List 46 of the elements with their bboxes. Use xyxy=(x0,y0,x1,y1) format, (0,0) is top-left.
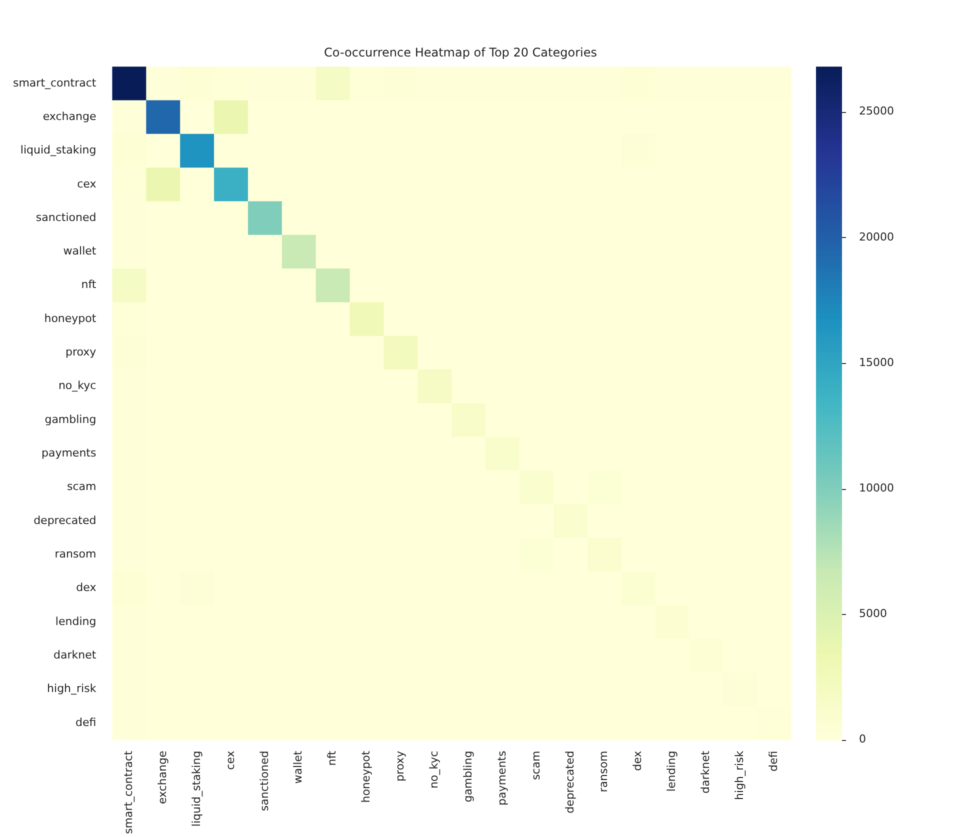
color-bar-label: 0 xyxy=(859,732,866,746)
y-tick-label: no_kyc xyxy=(58,379,96,392)
y-tick-label: wallet xyxy=(63,244,97,258)
x-tick-label: honeypot xyxy=(360,750,373,803)
y-tick-label: exchange xyxy=(42,110,96,123)
color-bar-label: 10000 xyxy=(859,481,894,494)
color-bar-label: 20000 xyxy=(859,230,894,244)
y-tick-label: proxy xyxy=(66,346,97,359)
color-bar-label: 25000 xyxy=(859,104,894,118)
y-tick-label: scam xyxy=(66,480,96,494)
x-tick-label: proxy xyxy=(394,750,407,782)
y-tick-label: payments xyxy=(41,446,96,460)
y-tick-label: smart_contract xyxy=(12,76,97,90)
y-tick-label: dex xyxy=(76,581,97,594)
x-tick-label: ransom xyxy=(597,750,610,792)
y-tick-label: high_risk xyxy=(47,682,97,696)
y-tick-label: honeypot xyxy=(44,312,97,325)
x-tick-label: wallet xyxy=(292,750,305,784)
x-tick-label: deprecated xyxy=(563,750,576,814)
y-tick-label: liquid_staking xyxy=(20,144,96,157)
x-tick-label: liquid_staking xyxy=(190,750,203,827)
x-tick-label: gambling xyxy=(461,750,474,802)
x-tick-label: high_risk xyxy=(732,750,746,800)
y-tick-label: nft xyxy=(81,278,97,292)
color-bar-label: 15000 xyxy=(859,356,894,369)
y-tick-label: gambling xyxy=(44,412,96,426)
y-tick-label: ransom xyxy=(54,548,96,561)
y-tick-label: deprecated xyxy=(34,514,96,527)
chart-title: Co-occurrence Heatmap of Top 20 Categories xyxy=(324,46,597,60)
x-tick-label: scam xyxy=(529,750,542,780)
color-bar-label: 5000 xyxy=(859,607,887,620)
y-tick-label: lending xyxy=(55,614,96,628)
x-tick-label: darknet xyxy=(699,750,712,794)
y-tick-label: defi xyxy=(76,716,96,729)
x-tick-label: sanctioned xyxy=(258,750,271,812)
y-tick-label: sanctioned xyxy=(36,210,96,224)
x-tick-label: cex xyxy=(224,750,237,770)
x-tick-label: nft xyxy=(326,750,339,766)
y-tick-label: cex xyxy=(77,177,97,190)
y-tick-label: darknet xyxy=(54,648,97,662)
x-tick-label: no_kyc xyxy=(427,750,440,789)
x-tick-label: dex xyxy=(631,750,644,771)
x-tick-label: payments xyxy=(495,750,508,806)
x-tick-label: defi xyxy=(766,750,780,772)
x-tick-label: lending xyxy=(665,750,678,792)
x-tick-label: exchange xyxy=(156,750,169,804)
